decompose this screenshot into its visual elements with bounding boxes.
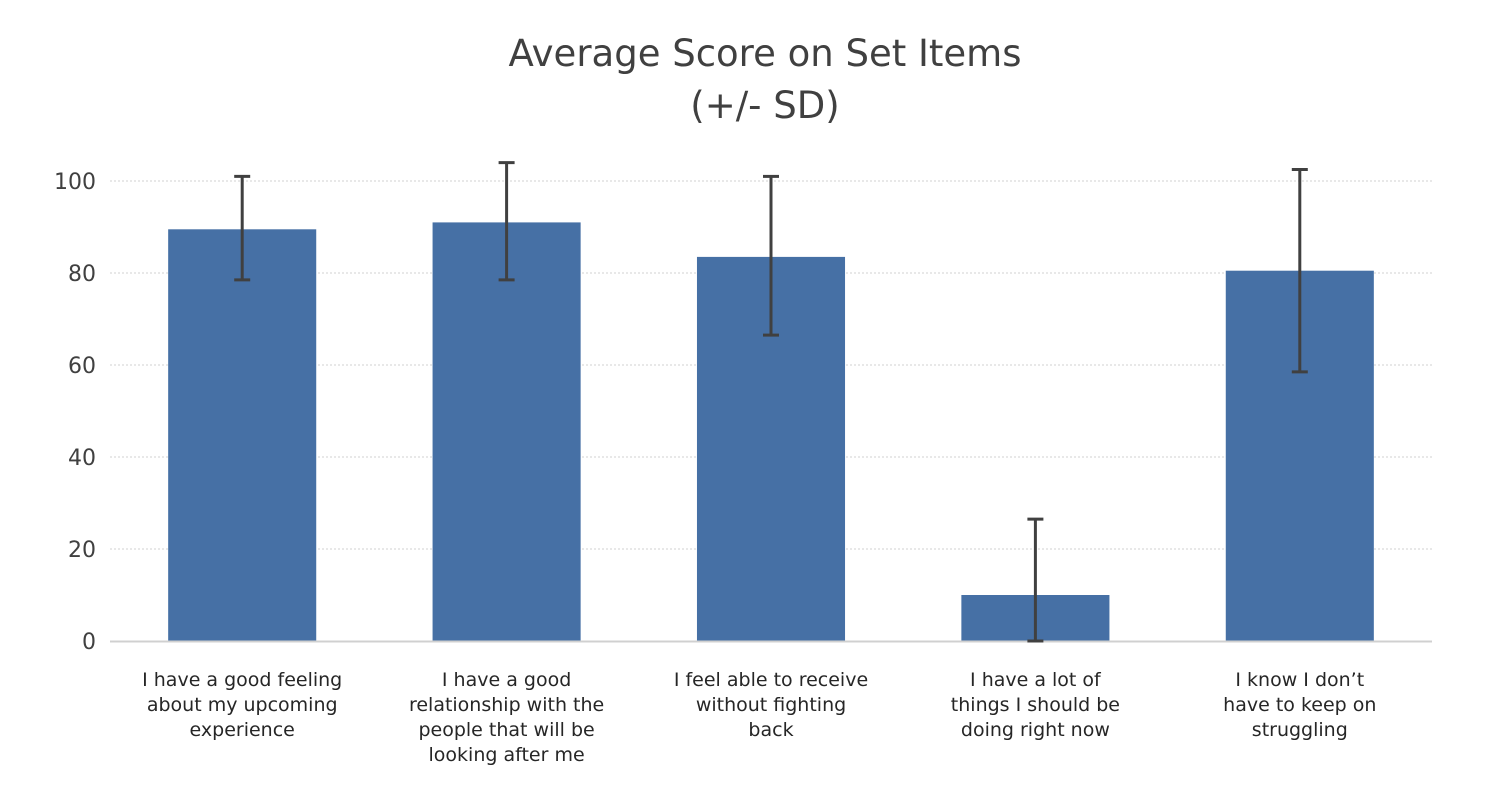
x-category-label-line: I have a good feeling <box>142 669 342 691</box>
y-tick-label: 60 <box>68 354 96 379</box>
x-category-label: I know I don’t have to keep on struggling <box>1223 669 1376 741</box>
x-category-label-line: doing right now <box>961 719 1110 741</box>
x-category-label-line: struggling <box>1252 719 1348 741</box>
x-category-label-line: experience <box>190 719 295 741</box>
x-category-label-line: relationship with the <box>409 694 604 716</box>
y-tick-label: 40 <box>68 446 96 471</box>
x-category-label-line: without fighting <box>696 694 846 716</box>
x-category-label: I have a lot of things I should be doing r… <box>951 669 1120 741</box>
x-category-label-line: I have a lot of <box>970 669 1102 691</box>
chart-subtitle: (+/- SD) <box>690 84 840 127</box>
x-category-label: I feel able to receive without fighting ba… <box>674 669 868 741</box>
y-tick-label: 0 <box>82 630 96 655</box>
y-tick-label: 20 <box>68 538 96 563</box>
x-category-label-line: have to keep on <box>1223 694 1376 716</box>
x-category-label-line: people that will be <box>418 719 594 741</box>
x-category-label-line: things I should be <box>951 694 1120 716</box>
x-category-label-line: I feel able to receive <box>674 669 868 691</box>
x-category-label: I have a good feeling about my upcoming ex… <box>142 669 342 741</box>
chart-title: Average Score on Set Items <box>508 32 1022 75</box>
x-category-label-line: I know I don’t <box>1235 669 1364 691</box>
bar <box>168 229 317 642</box>
x-category-label-line: I have a good <box>442 669 571 691</box>
x-category-label-line: looking after me <box>429 744 585 766</box>
x-category-label-line: about my upcoming <box>147 694 338 716</box>
y-tick-label: 100 <box>54 170 96 195</box>
x-category-label-line: back <box>748 719 793 741</box>
bar <box>432 222 581 641</box>
x-category-label: I have a good relationship with the people… <box>409 669 604 766</box>
chart-title-block: Average Score on Set Items (+/- SD) <box>0 28 1500 132</box>
y-tick-label: 80 <box>68 262 96 287</box>
